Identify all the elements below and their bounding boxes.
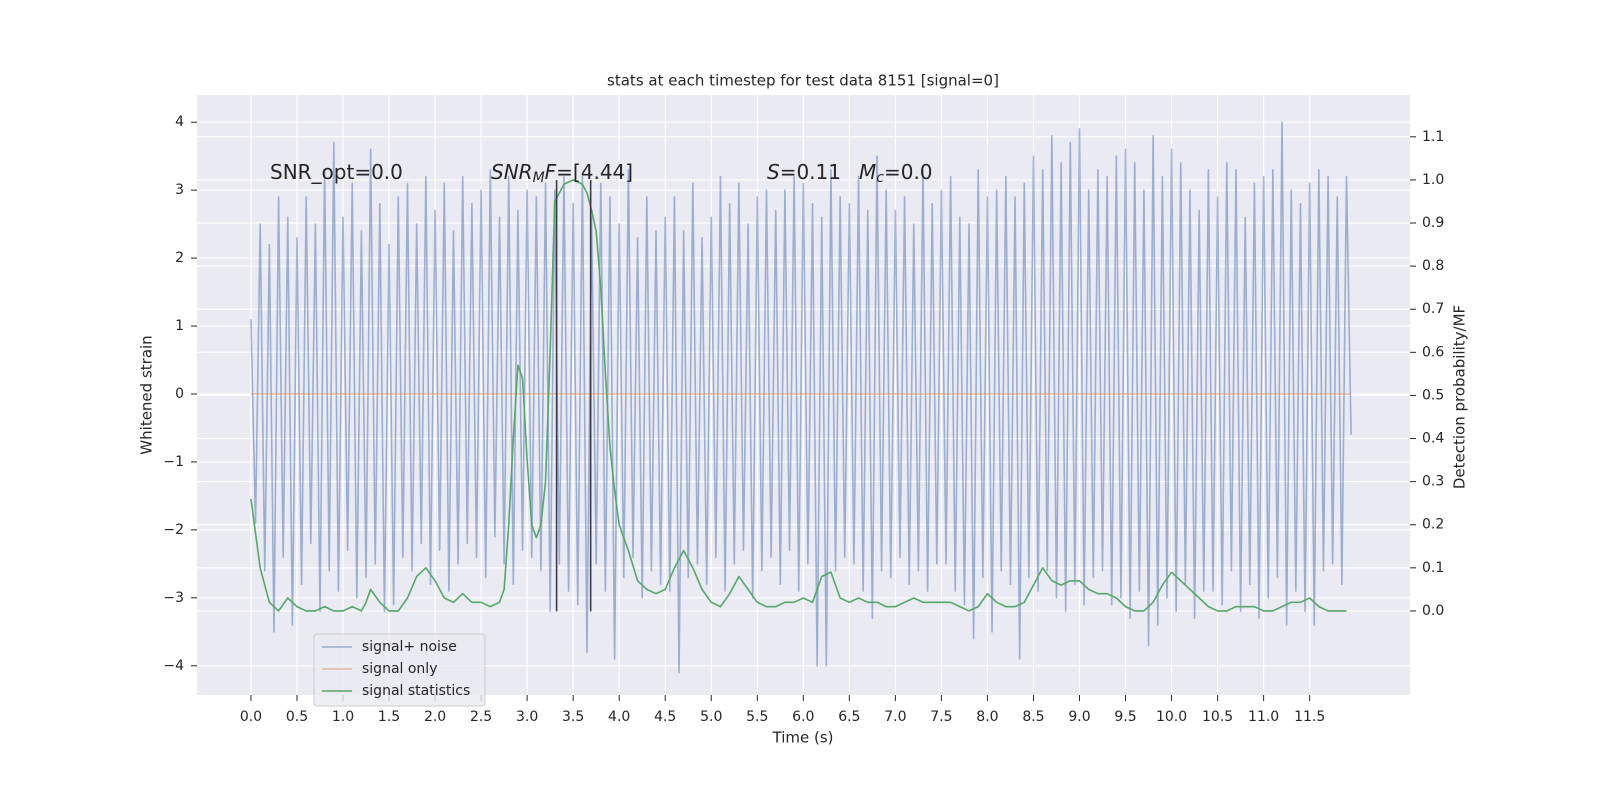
y2-tick-label: 0.4: [1422, 431, 1444, 447]
x-tick-label: 3.5: [562, 709, 584, 725]
series-line: [250, 179, 1347, 612]
y-tick-label: 3: [175, 182, 184, 198]
x-tick-label: 6.0: [792, 709, 814, 725]
series-line: [250, 121, 1352, 674]
annotation: SNR_opt=0.0: [270, 160, 403, 184]
x-tick-label: 8.5: [1022, 709, 1044, 725]
x-tick-label: 6.5: [838, 709, 860, 725]
x-tick-label: 1.0: [332, 709, 354, 725]
annotation-part: =0.11: [780, 160, 841, 184]
x-tick-label: 0.5: [286, 709, 308, 725]
x-tick-label: 3.0: [516, 709, 538, 725]
annotation: S=0.11 Mc=0.0: [767, 160, 933, 187]
x-tick-label: 2.0: [424, 709, 446, 725]
x-tick-label: 11.0: [1248, 709, 1279, 725]
annotation-part: SNR: [491, 160, 533, 184]
y-tick-label: −3: [163, 590, 184, 606]
x-tick-label: 4.5: [654, 709, 676, 725]
annotation: SNRMF=[4.44]: [491, 160, 633, 187]
y2-tick-label: 1.0: [1422, 172, 1444, 188]
annotation-part: c: [876, 170, 884, 186]
legend-label: signal only: [362, 661, 437, 677]
marks: [250, 121, 1352, 674]
labels: 0.0 0.5 1.0 1.5 2.0 2.5 3.0 3.5 4.0 4.5 5.0 5.5 6.0 6…: [163, 114, 1444, 725]
x-tick-label: 5.0: [700, 709, 722, 725]
y2-tick-label: 0.9: [1422, 215, 1444, 231]
y-axis-label: Whitened strain: [138, 335, 156, 454]
chart-title: stats at each timestep for test data 815…: [607, 72, 999, 90]
annotation-part: S: [767, 160, 780, 184]
y2-tick-label: 0.1: [1422, 560, 1444, 576]
y-tick-label: −1: [163, 454, 184, 470]
y2-tick-label: 0.7: [1422, 301, 1444, 317]
y2-tick-label: 0.2: [1422, 517, 1444, 533]
y2-tick-label: 0.5: [1422, 387, 1444, 403]
y-tick-label: 2: [175, 250, 184, 266]
x-axis-label: Time (s): [772, 729, 834, 747]
annotation-part: =0.0: [884, 160, 933, 184]
legend-label: signal+ noise: [362, 639, 457, 655]
y2-tick-label: 0.3: [1422, 474, 1444, 490]
annotation-part: M: [533, 170, 545, 186]
x-tick-label: 5.5: [746, 709, 768, 725]
y-tick-label: 4: [175, 114, 184, 130]
legend-label: signal statistics: [362, 683, 470, 699]
x-tick-label: 8.0: [976, 709, 998, 725]
y2-axis-label: Detection probability/MF: [1451, 305, 1469, 489]
annotation-part: =[4.44]: [556, 160, 633, 184]
annotation-part: F: [545, 160, 557, 184]
y-tick-label: −2: [163, 522, 184, 538]
x-tick-label: 1.5: [378, 709, 400, 725]
annotation-part: M: [859, 160, 876, 184]
x-tick-label: 4.0: [608, 709, 630, 725]
y-tick-label: −4: [163, 658, 184, 674]
x-tick-label: 2.5: [470, 709, 492, 725]
x-tick-label: 9.0: [1068, 709, 1090, 725]
y2-tick-label: 1.1: [1422, 129, 1444, 145]
y2-tick-label: 0.0: [1422, 603, 1444, 619]
y2-tick-label: 0.6: [1422, 344, 1444, 360]
annotation-part: SNR_opt=0.0: [270, 160, 403, 184]
x-tick-label: 10.0: [1156, 709, 1187, 725]
x-tick-label: 11.5: [1294, 709, 1325, 725]
x-tick-label: 9.5: [1114, 709, 1136, 725]
y2-tick-label: 0.8: [1422, 258, 1444, 274]
x-tick-label: 7.5: [930, 709, 952, 725]
x-tick-label: 10.5: [1202, 709, 1233, 725]
x-tick-label: 0.0: [240, 709, 262, 725]
x-tick-label: 7.0: [884, 709, 906, 725]
y-tick-label: 0: [175, 386, 184, 402]
legend-box: [313, 633, 486, 707]
y-tick-label: 1: [175, 318, 184, 334]
